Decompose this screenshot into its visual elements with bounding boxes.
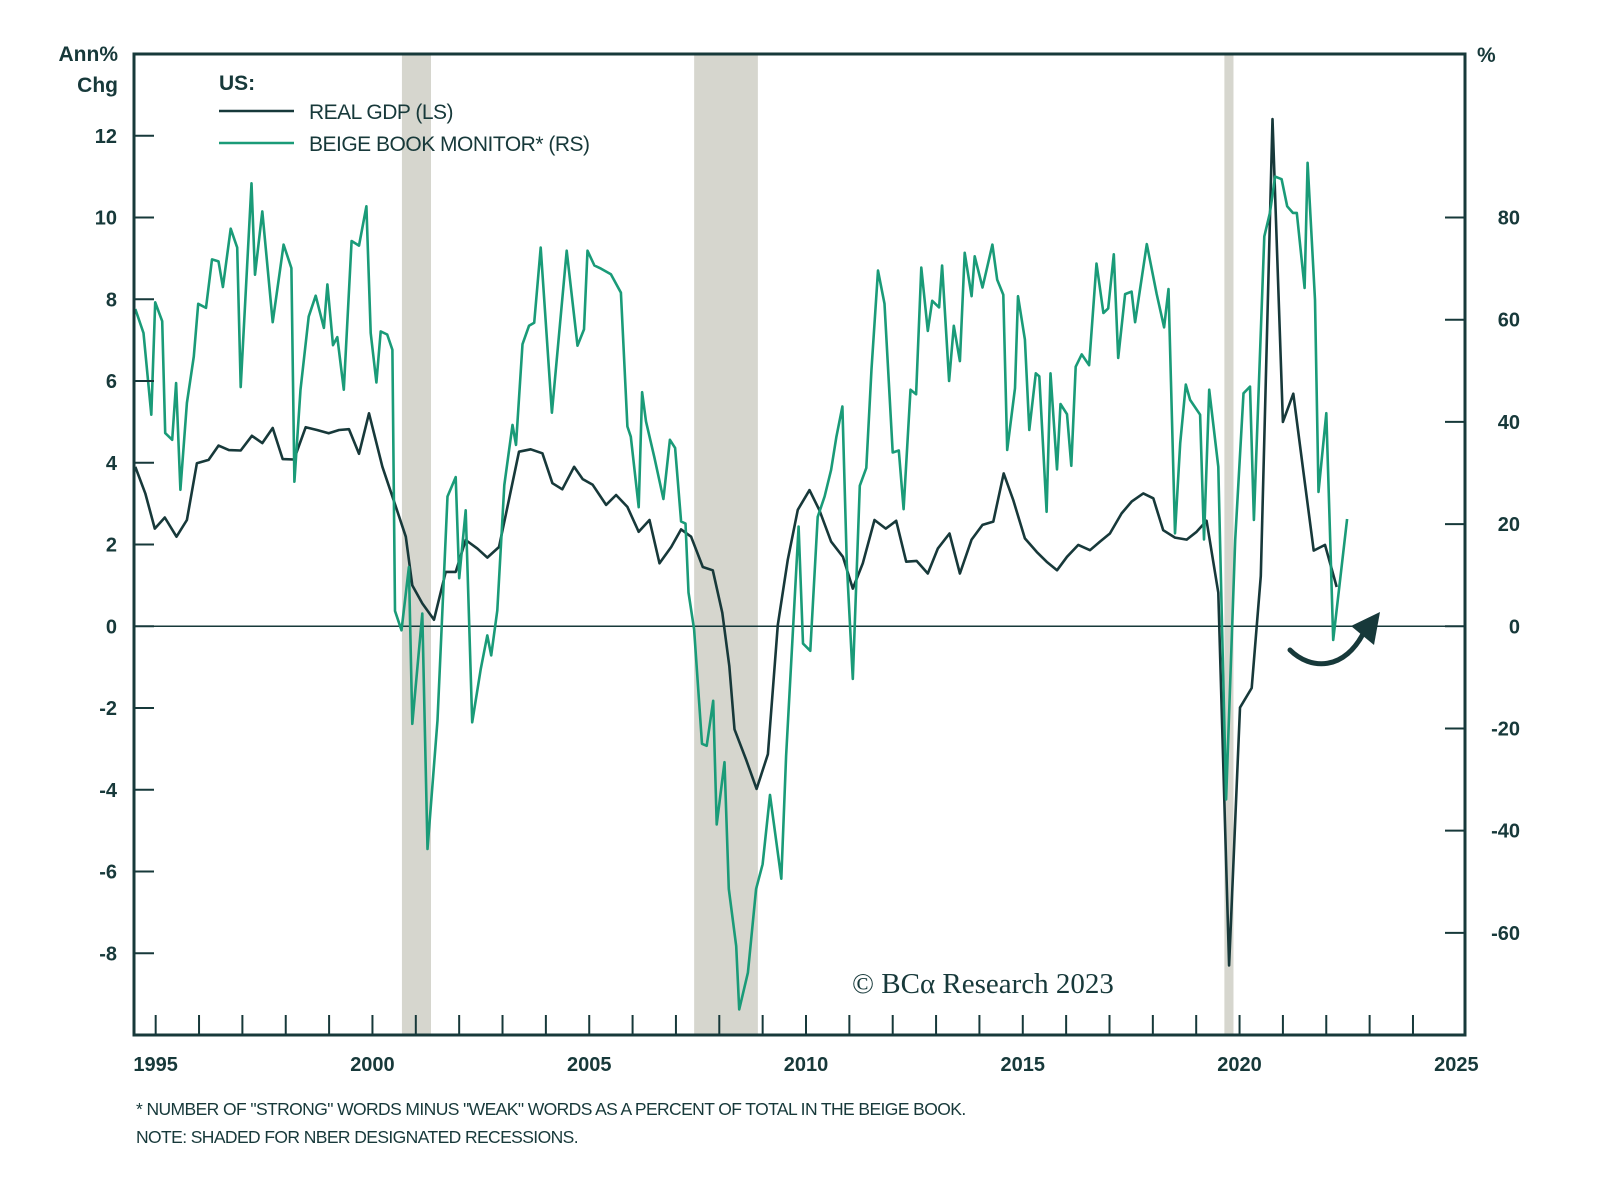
right-tick-label-20: 20 <box>1498 514 1520 536</box>
legend-label-beige: BEIGE BOOK MONITOR* (RS) <box>309 133 589 156</box>
right-tick-label--60: -60 <box>1491 923 1520 945</box>
left-tick-label-4: 4 <box>106 453 118 475</box>
left-tick-label-12: 12 <box>95 126 117 148</box>
x-axis-ticks: 1995 2000 2005 2010 2015 2020 2025 <box>133 1015 1479 1076</box>
right-tick-label-80: 80 <box>1498 208 1520 230</box>
left-tick-label-2: 2 <box>106 535 117 557</box>
right-tick-label-40: 40 <box>1498 412 1520 434</box>
legend: US: REAL GDP (LS) BEIGE BOOK MONITOR* (R… <box>219 72 590 156</box>
footnote-recession-note: NOTE: SHADED FOR NBER DESIGNATED RECESSI… <box>136 1127 579 1147</box>
left-tick-label--6: -6 <box>99 862 117 884</box>
left-axis-title-line2: Chg <box>77 74 118 97</box>
right-tick-label-0: 0 <box>1509 616 1520 638</box>
rebound-arrowhead-icon <box>1351 612 1380 645</box>
series-line-beige-book-monitor <box>134 161 1349 1011</box>
right-tick-label--40: -40 <box>1491 821 1520 843</box>
x-tick-label-2010: 2010 <box>784 1054 829 1076</box>
right-axis-title: % <box>1477 44 1496 67</box>
left-tick-label-0: 0 <box>106 616 117 638</box>
x-tick-label-1995: 1995 <box>133 1054 178 1076</box>
x-tick-label-2020: 2020 <box>1217 1054 1262 1076</box>
left-tick-label--8: -8 <box>99 943 117 965</box>
x-tick-label-2015: 2015 <box>1001 1054 1046 1076</box>
recession-shading-layer <box>401 54 1234 1035</box>
left-tick-label--4: -4 <box>99 780 118 802</box>
x-tick-label-2005: 2005 <box>567 1054 612 1076</box>
left-tick-label-8: 8 <box>106 289 117 311</box>
left-tick-label--2: -2 <box>99 698 117 720</box>
right-axis-ticks: 80 60 40 20 0 -20 -40 -60 <box>1445 208 1520 945</box>
legend-label-gdp: REAL GDP (LS) <box>309 101 453 124</box>
series-line-real-gdp <box>134 117 1338 967</box>
footnote-beige-definition: * NUMBER OF "STRONG" WORDS MINUS "WEAK" … <box>136 1099 966 1119</box>
right-tick-label-60: 60 <box>1498 310 1520 332</box>
left-tick-label-10: 10 <box>95 208 117 230</box>
series-layer <box>134 117 1349 1011</box>
left-tick-label-6: 6 <box>106 371 117 393</box>
rebound-arrow-icon <box>1287 627 1368 667</box>
left-axis-title-line1: Ann% <box>59 43 119 66</box>
recession-band-2 <box>694 54 758 1035</box>
x-tick-label-2025: 2025 <box>1434 1054 1479 1076</box>
x-tick-label-2000: 2000 <box>350 1054 395 1076</box>
left-axis-ticks: 12 10 8 6 4 2 0 -2 -4 -6 -8 <box>95 126 154 965</box>
copyright: © BCα Research 2023 <box>852 968 1114 1000</box>
recession-band-3 <box>1224 54 1234 1035</box>
legend-header: US: <box>219 72 255 95</box>
right-tick-label--20: -20 <box>1491 718 1520 740</box>
